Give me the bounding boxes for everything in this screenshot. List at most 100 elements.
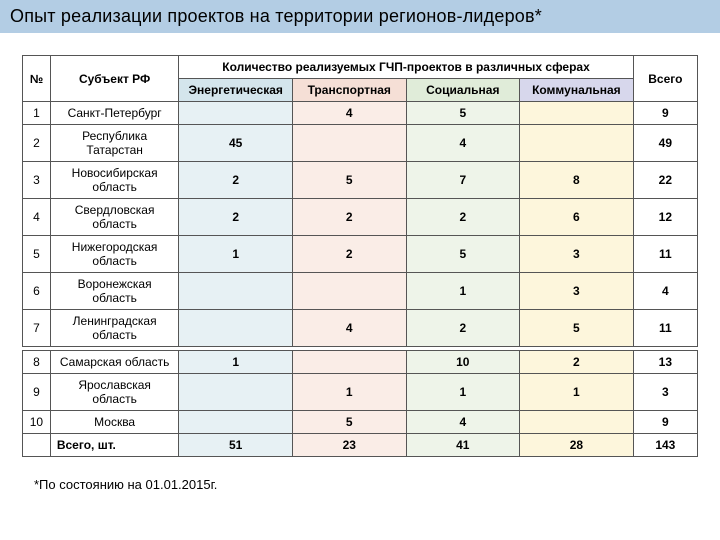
cell-subject: Свердловская область: [50, 199, 179, 236]
subheader-utility: Коммунальная: [520, 79, 634, 102]
cell-total: 4: [633, 273, 697, 310]
cell-utility: [520, 125, 634, 162]
totals-row: Всего, шт.51234128143: [23, 434, 698, 457]
totals-social: 41: [406, 434, 520, 457]
totals-energy: 51: [179, 434, 293, 457]
table-row: 1Санкт-Петербург 45 9: [23, 102, 698, 125]
cell-subject: Ярославская область: [50, 374, 179, 411]
cell-transport: 1: [292, 374, 406, 411]
cell-energy: 2: [179, 199, 293, 236]
cell-social: 1: [406, 273, 520, 310]
subheader-social: Социальная: [406, 79, 520, 102]
cell-transport: 4: [292, 310, 406, 347]
table-row: 10Москва549: [23, 411, 698, 434]
cell-social: 5: [406, 102, 520, 125]
cell-num: 3: [23, 162, 51, 199]
table-row: 9Ярославская область1113: [23, 374, 698, 411]
totals-label: Всего, шт.: [50, 434, 179, 457]
cell-energy: [179, 411, 293, 434]
cell-utility: 6: [520, 199, 634, 236]
cell-energy: 1: [179, 236, 293, 273]
header-total: Всего: [633, 56, 697, 102]
page-title: Опыт реализации проектов на территории р…: [0, 0, 720, 33]
cell-utility: 2: [520, 351, 634, 374]
cell-transport: [292, 351, 406, 374]
cell-energy: [179, 273, 293, 310]
cell-social: 5: [406, 236, 520, 273]
table-row: 2Республика Татарстан45 4 49: [23, 125, 698, 162]
cell-energy: [179, 310, 293, 347]
cell-total: 9: [633, 411, 697, 434]
cell-total: 22: [633, 162, 697, 199]
cell-social: 10: [406, 351, 520, 374]
cell-energy: 45: [179, 125, 293, 162]
cell-subject: Ленинградская область: [50, 310, 179, 347]
cell-total: 3: [633, 374, 697, 411]
cell-energy: 2: [179, 162, 293, 199]
cell-num: 9: [23, 374, 51, 411]
cell-num: 8: [23, 351, 51, 374]
cell-num: 6: [23, 273, 51, 310]
cell-subject: Новосибирская область: [50, 162, 179, 199]
cell-total: 11: [633, 310, 697, 347]
cell-total: 49: [633, 125, 697, 162]
header-subject: Субъект РФ: [50, 56, 179, 102]
cell-utility: 3: [520, 273, 634, 310]
cell-total: 12: [633, 199, 697, 236]
cell-subject: Республика Татарстан: [50, 125, 179, 162]
totals-utility: 28: [520, 434, 634, 457]
cell-total: 9: [633, 102, 697, 125]
cell-subject: Нижегородская область: [50, 236, 179, 273]
cell-total: 11: [633, 236, 697, 273]
cell-transport: 2: [292, 236, 406, 273]
cell-transport: 5: [292, 162, 406, 199]
cell-utility: [520, 411, 634, 434]
table-row: 4Свердловская область222612: [23, 199, 698, 236]
cell-utility: 8: [520, 162, 634, 199]
cell-social: 7: [406, 162, 520, 199]
cell-transport: [292, 273, 406, 310]
cell-energy: [179, 102, 293, 125]
cell-subject: Санкт-Петербург: [50, 102, 179, 125]
cell-utility: [520, 102, 634, 125]
table-body: 1Санкт-Петербург4592Республика Татарстан…: [23, 102, 698, 457]
cell-energy: [179, 374, 293, 411]
footnote: *По состоянию на 01.01.2015г.: [34, 477, 720, 492]
subheader-transport: Транспортная: [292, 79, 406, 102]
cell-social: 1: [406, 374, 520, 411]
cell-social: 4: [406, 411, 520, 434]
projects-table: № Субъект РФ Количество реализуемых ГЧП-…: [22, 55, 698, 457]
cell-num: 7: [23, 310, 51, 347]
table-container: № Субъект РФ Количество реализуемых ГЧП-…: [22, 55, 698, 457]
table-row: 8Самарская область1 10213: [23, 351, 698, 374]
table-row: 3Новосибирская область257822: [23, 162, 698, 199]
header-group: Количество реализуемых ГЧП-проектов в ра…: [179, 56, 633, 79]
cell-energy: 1: [179, 351, 293, 374]
table-row: 6Воронежская область 134: [23, 273, 698, 310]
table-row: 5Нижегородская область125311: [23, 236, 698, 273]
cell-subject: Воронежская область: [50, 273, 179, 310]
cell-transport: 5: [292, 411, 406, 434]
totals-total: 143: [633, 434, 697, 457]
cell-total: 13: [633, 351, 697, 374]
cell-social: 2: [406, 310, 520, 347]
cell-num: 2: [23, 125, 51, 162]
cell-num: 1: [23, 102, 51, 125]
cell-utility: 5: [520, 310, 634, 347]
subheader-energy: Энергетическая: [179, 79, 293, 102]
cell-num: 10: [23, 411, 51, 434]
cell-utility: 1: [520, 374, 634, 411]
cell-utility: 3: [520, 236, 634, 273]
cell-num: 4: [23, 199, 51, 236]
totals-blank: [23, 434, 51, 457]
cell-social: 2: [406, 199, 520, 236]
header-num: №: [23, 56, 51, 102]
table-row: 7Ленинградская область 42511: [23, 310, 698, 347]
cell-transport: 2: [292, 199, 406, 236]
totals-transport: 23: [292, 434, 406, 457]
cell-num: 5: [23, 236, 51, 273]
cell-transport: 4: [292, 102, 406, 125]
cell-transport: [292, 125, 406, 162]
cell-social: 4: [406, 125, 520, 162]
cell-subject: Самарская область: [50, 351, 179, 374]
